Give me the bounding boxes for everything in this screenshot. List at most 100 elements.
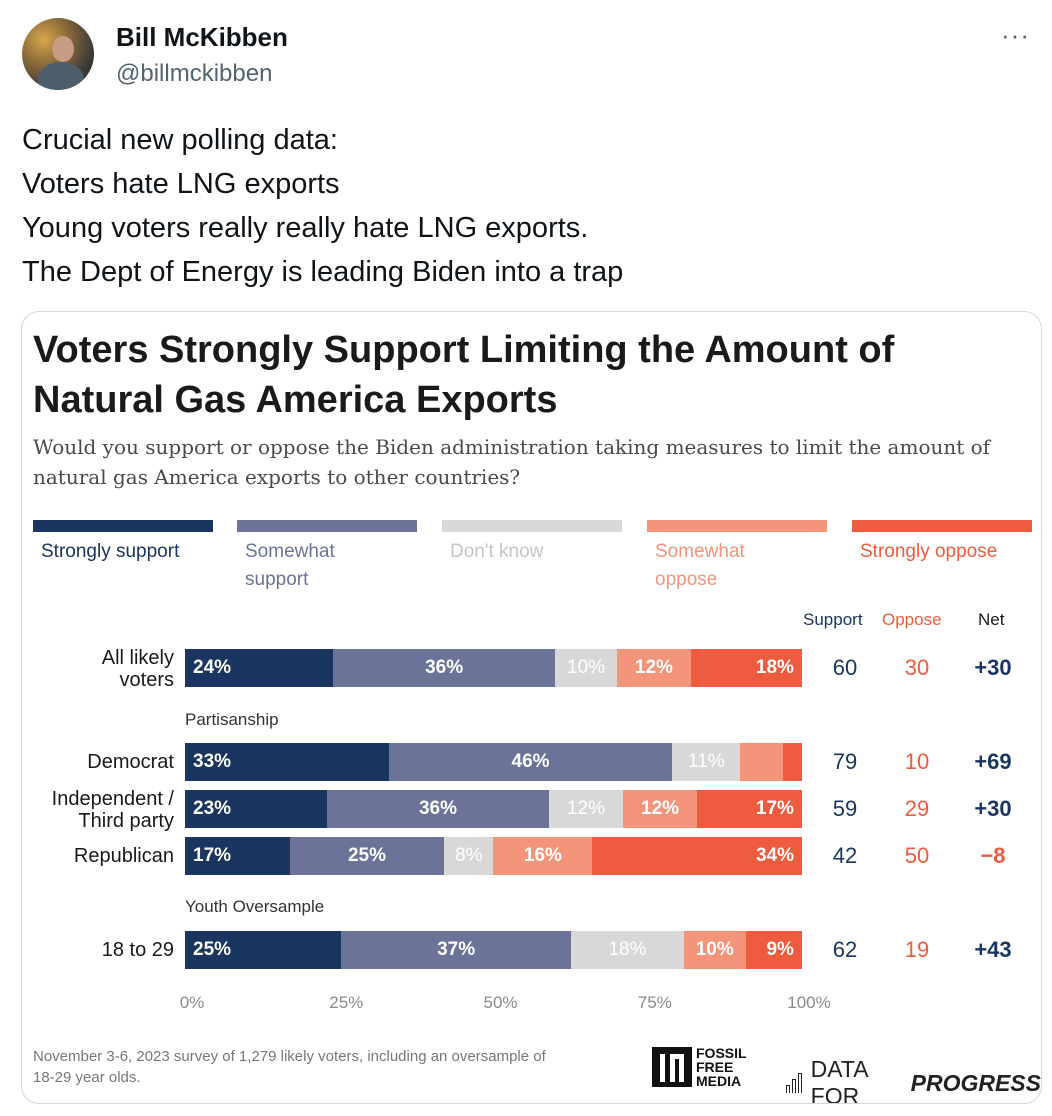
more-options-icon[interactable]: ··· [1001,20,1030,50]
bar-segment: 23% [185,790,327,828]
oppose-value: 30 [904,655,930,680]
x-tick-label: 100% [787,993,831,1012]
bar-segment: 36% [326,790,550,828]
avatar-shirt [38,62,84,90]
fossil-free-media-mark-icon [652,1047,692,1087]
dfp-wordmark-prefix: DATA FOR [810,1056,868,1104]
segment-label: 10% [695,939,734,960]
net-value: +30 [974,796,1012,821]
fossil-free-media-wordmark: FOSSIL FREE MEDIA [696,1046,747,1088]
bar-segment: 11% [672,743,741,781]
bar-segment: 24% [185,649,334,687]
stacked-bar: 17% 25% 8% 16% 34% [185,837,802,875]
support-value: 42 [832,843,858,868]
segment-label: 16% [523,845,562,866]
segment-label: 36% [418,798,457,819]
segment-label: 10% [567,657,606,678]
group-label-partisanship: Partisanship [185,710,279,729]
oppose-value: 19 [904,937,930,962]
fossil-free-media-logo: FOSSIL FREE MEDIA [652,1046,747,1088]
tweet-line: The Dept of Energy is leading Biden into… [22,256,624,288]
author-name[interactable]: Bill McKibben [116,22,288,52]
bar-segment: 17% [185,837,290,875]
row-label: Republican [73,845,174,867]
net-value: +30 [974,655,1012,680]
support-header: Support [803,610,863,629]
segment-label: 18% [608,939,647,960]
segment-label: 36% [425,657,464,678]
row-label: Democrat [87,751,174,773]
footnote: November 3-6, 2023 survey of 1,279 likel… [33,1048,546,1086]
row-label: Independent / Third party [51,788,174,832]
legend-item: Somewhat support [237,520,417,594]
bar-segment: 10% [555,649,617,687]
x-tick-label: 0% [179,993,205,1012]
net-value: −8 [980,843,1006,868]
row-label: All likely voters [101,647,174,691]
bar-segment: 25% [289,837,445,875]
segment-label: 25% [347,845,387,866]
bar-segment: 18% [571,931,684,969]
legend-label: Strongly support [41,541,180,562]
segment-label: 34% [755,845,794,866]
segment-label: 11% [688,751,725,772]
segment-label: 8% [455,845,483,866]
segment-label: 9% [766,939,794,960]
dfp-wordmark-bold: PROGRESS [910,1069,1041,1096]
author-handle[interactable]: @billmckibben [116,60,273,87]
logo-line: FREE [696,1059,734,1075]
tweet-line: Voters hate LNG exports [22,168,340,200]
bar-segment: 12% [623,790,698,828]
bar-segment: 37% [340,931,572,969]
bar-segment: 34% [592,837,802,875]
bar-chart-icon [786,1073,803,1093]
bar-segment: 18% [690,649,802,687]
bar-segment: 33% [185,743,389,781]
tweet-line: Crucial new polling data: [22,124,338,156]
bar-segment: 36% [333,649,556,687]
bar-segment: 46% [388,743,673,781]
legend-label: Strongly oppose [860,541,998,562]
oppose-value: 29 [904,796,930,821]
segment-label: 17% [755,798,794,819]
row-label: 18 to 29 [101,939,174,961]
segment-label: 18% [755,657,794,678]
media-card[interactable]: Voters Strongly Support Limiting the Amo… [21,311,1042,1104]
legend-swatch [852,520,1032,532]
bar-segment: 16% [493,837,593,875]
segment-label: 24% [193,657,232,678]
segment-label: 33% [193,751,232,772]
chart-title: Voters Strongly Support Limiting the Amo… [33,329,895,421]
support-value: 59 [832,796,858,821]
net-value: +43 [974,937,1012,962]
legend-item: Don't know [442,520,622,566]
avatar[interactable] [22,18,94,90]
chart-subtitle: Would you support or oppose the Biden ad… [33,435,991,489]
legend-swatch [442,520,622,532]
segment-label: 12% [567,798,606,819]
stacked-bar: 25% 37% 18% 10% 9% [185,931,802,969]
stacked-bar: 33% 46% 11% [185,743,802,781]
bar-segment: 8% [444,837,494,875]
oppose-value: 10 [904,749,930,774]
group-label-youth: Youth Oversample [185,897,325,916]
bar-segment: 10% [683,931,746,969]
legend-swatch [33,520,213,532]
legend-item: Somewhat oppose [647,520,827,594]
tweet-line: Young voters really really hate LNG expo… [22,212,589,244]
support-value: 60 [832,655,858,680]
bar-segment: 25% [185,931,341,969]
legend-item: Strongly support [33,520,213,566]
stacked-bar: 24% 36% 10% 12% 18% [185,649,802,687]
avatar-face [52,36,74,62]
tweet-text: Crucial new polling data: Voters hate LN… [22,118,1022,294]
segment-label: 25% [193,939,232,960]
legend-swatch [647,520,827,532]
bar-segment [740,743,784,781]
legend-item: Strongly oppose [852,520,1032,566]
logo-line: FOSSIL [696,1045,747,1061]
legend-label: Somewhat oppose [655,541,745,590]
support-value: 79 [832,749,858,774]
bar-segment: 9% [745,931,802,969]
stacked-bar: 23% 36% 12% 12% 17% [185,790,802,828]
